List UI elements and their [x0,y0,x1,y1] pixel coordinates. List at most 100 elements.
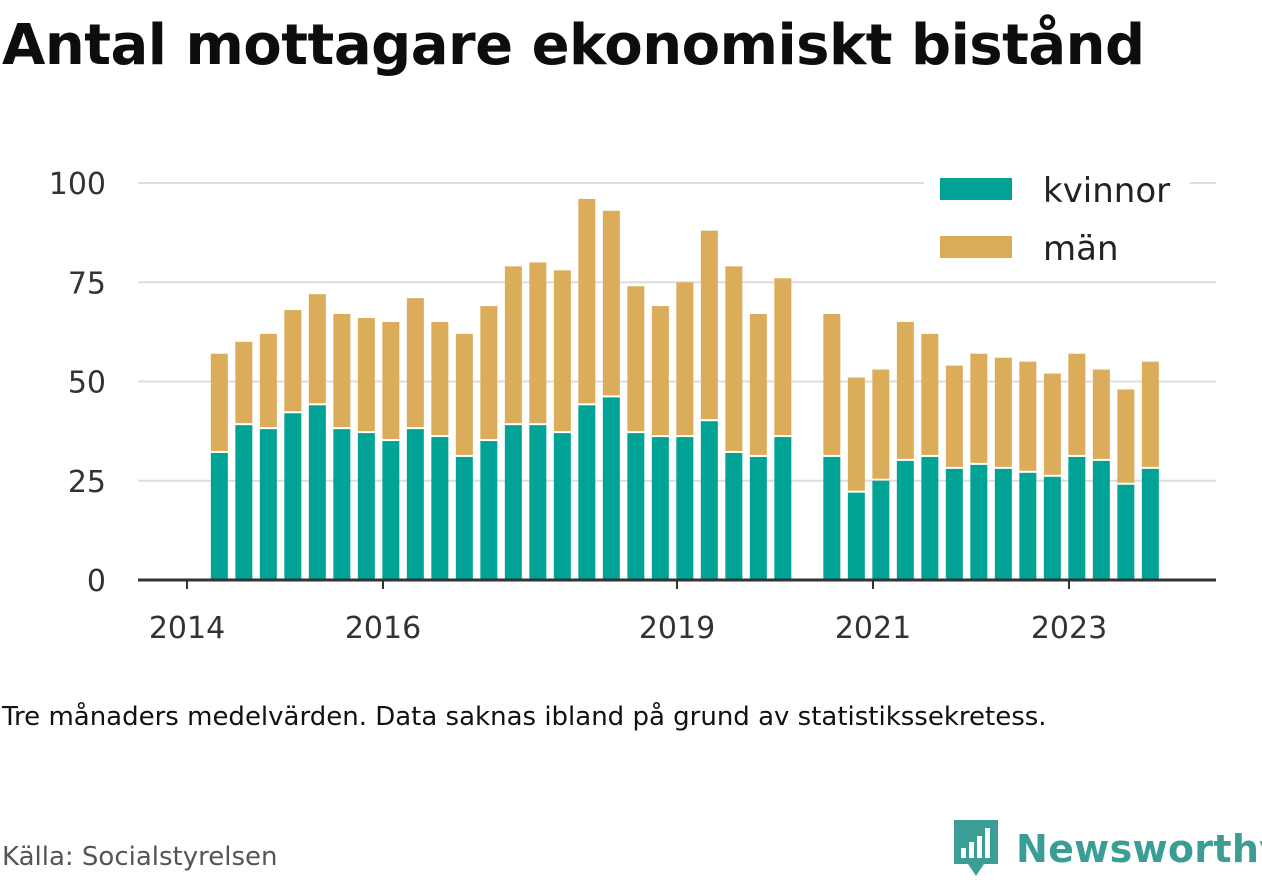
bar-man [749,314,767,455]
bar-kvinnor [1043,476,1061,580]
bar-man [504,266,522,424]
bar-kvinnor [921,456,939,580]
bar-kvinnor [480,441,498,580]
legend-swatch-kvinnor [940,178,1012,200]
bar-kvinnor [553,433,571,580]
axes: 0 25 50 75 100 2014 2016 2019 2021 2023 [49,167,1216,646]
bar-kvinnor [749,456,767,580]
bar-man [553,270,571,432]
y-tick-label-0: 0 [87,564,106,599]
y-tick-label-100: 100 [49,167,106,202]
bar-kvinnor [1141,468,1159,580]
bar-kvinnor [1019,472,1037,580]
bar-man [1117,389,1135,483]
bar-kvinnor [529,425,547,580]
bar-man [308,294,326,404]
bar-kvinnor [676,437,694,580]
bar-man [357,317,375,432]
bar-kvinnor [284,413,302,580]
bar-man [872,369,890,479]
bar-man [1092,369,1110,459]
bar-kvinnor [896,460,914,580]
bar-kvinnor [431,437,449,580]
bar-man [284,310,302,412]
x-tick-label-2016: 2016 [345,611,421,646]
bar-man [1068,353,1086,455]
bar-man [333,314,351,428]
brand-logo: Newsworthy [950,818,1262,880]
bar-man [700,230,718,420]
legend-label-man: män [1043,229,1119,269]
bar-man [945,365,963,467]
bar-man [725,266,743,451]
legend-label-kvinnor: kvinnor [1043,171,1170,211]
bar-man [480,306,498,440]
bar-kvinnor [406,429,424,580]
bar-kvinnor [333,429,351,580]
bar-man [1019,361,1037,471]
bar-kvinnor [504,425,522,580]
bar-kvinnor [725,452,743,580]
brand-name: Newsworthy [1016,827,1262,871]
bar-kvinnor [308,405,326,580]
bar-kvinnor [627,433,645,580]
bar-man [259,333,277,428]
bar-man [823,314,841,455]
bar-kvinnor [847,492,865,580]
bar-man [529,262,547,424]
x-tick-label-2014: 2014 [149,611,225,646]
bar-series [210,198,1159,580]
bar-man [651,306,669,436]
bar-kvinnor [210,452,228,580]
bar-man [676,282,694,436]
bar-kvinnor [872,480,890,580]
x-tick-label-2023: 2023 [1031,611,1107,646]
bar-man [382,321,400,440]
bar-kvinnor [602,397,620,580]
bar-man [602,210,620,396]
bar-man [210,353,228,451]
bar-man [406,298,424,428]
bar-man [235,341,253,424]
bar-kvinnor [578,405,596,580]
bar-man [970,353,988,463]
bar-kvinnor [970,464,988,580]
bar-man [774,278,792,436]
bar-kvinnor [1068,456,1086,580]
legend-swatch-man [940,236,1012,258]
chart-note: Tre månaders medelvärden. Data saknas ib… [2,702,1047,732]
newsworthy-logo-icon [954,820,998,876]
bar-man [847,377,865,491]
bar-kvinnor [357,433,375,580]
bar-man [1141,361,1159,467]
bar-kvinnor [651,437,669,580]
bar-man [994,357,1012,467]
bar-kvinnor [1117,484,1135,580]
x-tick-label-2019: 2019 [639,611,715,646]
bar-man [921,333,939,455]
bar-kvinnor [945,468,963,580]
bar-man [1043,373,1061,475]
y-tick-label-25: 25 [68,465,106,500]
x-tick-label-2021: 2021 [835,611,911,646]
bar-kvinnor [259,429,277,580]
bar-man [896,321,914,459]
y-tick-label-50: 50 [68,366,106,401]
bar-kvinnor [455,456,473,580]
y-tick-label-75: 75 [68,266,106,301]
bar-kvinnor [994,468,1012,580]
bar-kvinnor [1092,460,1110,580]
bar-kvinnor [382,441,400,580]
source-credit: Källa: Socialstyrelsen [2,842,278,872]
bar-man [578,198,596,404]
bar-man [455,333,473,455]
chart-title: Antal mottagare ekonomiskt bistånd [2,13,1145,78]
bar-kvinnor [823,456,841,580]
bar-kvinnor [774,437,792,580]
bar-kvinnor [235,425,253,580]
legend: kvinnor män [924,166,1190,280]
bar-man [431,321,449,436]
bar-man [627,286,645,432]
bar-kvinnor [700,421,718,580]
